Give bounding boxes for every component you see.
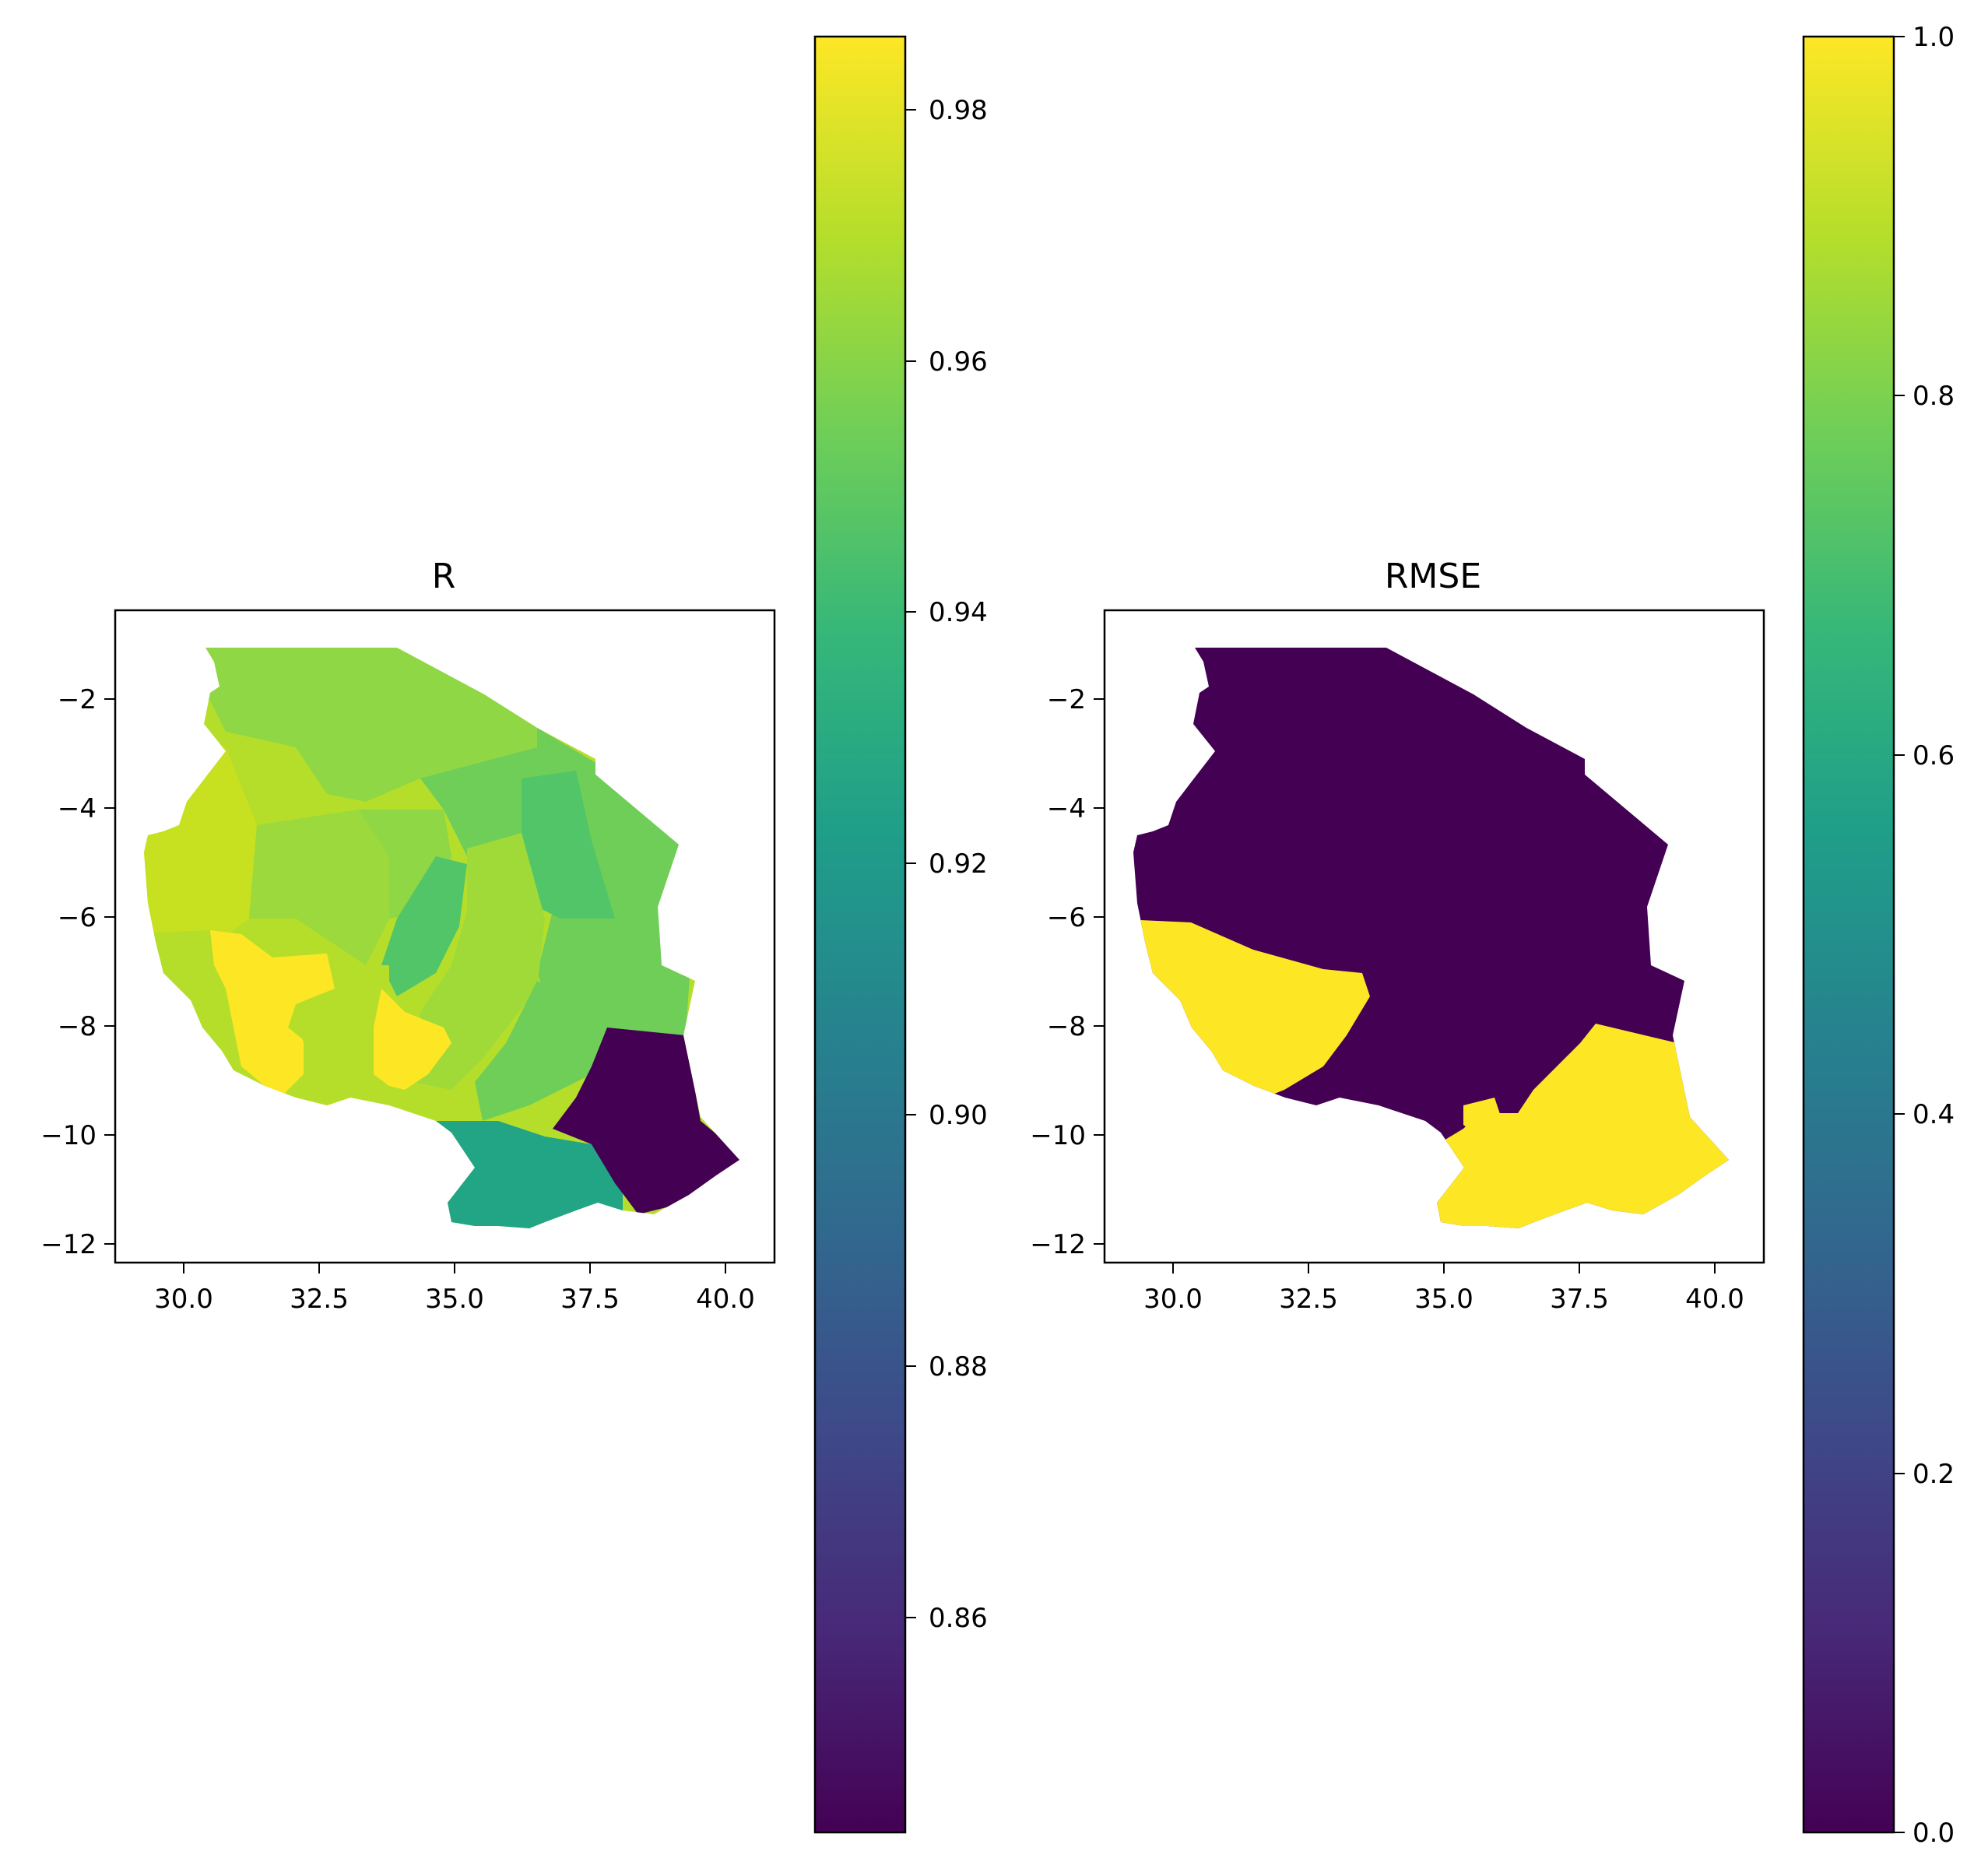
colorbar-tick-label: 0.4 — [1912, 1099, 1955, 1130]
colorbar-tick-label: 0.92 — [929, 848, 988, 880]
y-tick-label: −12 — [1030, 1229, 1086, 1260]
region-manyara — [522, 771, 615, 919]
y-tick-label: −8 — [1047, 1011, 1086, 1042]
colorbar-tick-label: 0.0 — [1912, 1818, 1955, 1849]
panel-rmse: RMSE 30.0 32.5 35.0 37.5 40.0 — [1030, 22, 1955, 1849]
region-morogoro — [413, 833, 545, 1090]
x-axis-rmse: 30.0 32.5 35.0 37.5 40.0 — [1143, 1263, 1744, 1315]
region-iringa — [374, 989, 451, 1090]
colorbar-tick-label: 0.88 — [929, 1351, 988, 1382]
region-arusha — [420, 747, 545, 856]
colorbar-tick-label: 0.90 — [929, 1100, 988, 1131]
axes-frame-r — [114, 609, 776, 1264]
x-tick-label: 40.0 — [1685, 1284, 1744, 1315]
y-tick-label: −10 — [1030, 1120, 1086, 1151]
region-map-r — [144, 648, 739, 1228]
colorbar-tick-label: 0.2 — [1912, 1459, 1955, 1490]
colorbar-tick-label: 1.0 — [1912, 22, 1955, 53]
colorbar-tick-label: 0.96 — [929, 346, 988, 378]
x-tick-label: 30.0 — [1143, 1284, 1203, 1315]
colorbar-tick-label: 0.94 — [929, 597, 988, 628]
y-tick-label: −12 — [40, 1229, 97, 1260]
x-axis-r: 30.0 32.5 35.0 37.5 40.0 — [154, 1263, 755, 1315]
x-tick-label: 32.5 — [290, 1284, 349, 1315]
y-tick-label: −8 — [58, 1011, 97, 1042]
colorbar-rmse: 1.0 0.8 0.6 0.4 0.2 0.0 — [1802, 22, 1955, 1849]
axes-frame-rmse — [1103, 609, 1765, 1264]
y-axis-r: −2 −4 −6 −8 −10 −12 — [40, 684, 115, 1260]
colorbar-r: 0.98 0.96 0.94 0.92 0.90 0.88 0.86 — [813, 35, 988, 1834]
colorbar-tick-label: 0.86 — [929, 1603, 988, 1634]
region-ruvuma — [436, 1121, 623, 1228]
region-mtwara-lindi — [553, 1028, 739, 1214]
y-tick-label: −6 — [1047, 902, 1086, 933]
x-tick-label: 37.5 — [1550, 1284, 1609, 1315]
region-pwani — [475, 981, 623, 1121]
x-tick-label: 30.0 — [154, 1284, 213, 1315]
region-south-inlet — [1463, 1098, 1502, 1136]
y-tick-label: −4 — [58, 793, 97, 824]
x-tick-label: 32.5 — [1279, 1284, 1338, 1315]
region-tabora — [249, 810, 389, 965]
x-tick-label: 40.0 — [696, 1284, 755, 1315]
y-tick-label: −10 — [40, 1120, 97, 1151]
region-map-rmse — [1133, 648, 1729, 1228]
y-axis-rmse: −2 −4 −6 −8 −10 −12 — [1030, 684, 1105, 1260]
colorbar-tick-label: 0.8 — [1912, 381, 1955, 412]
x-tick-label: 37.5 — [560, 1284, 620, 1315]
panel-r: R — [40, 35, 988, 1834]
x-tick-label: 35.0 — [425, 1284, 484, 1315]
y-tick-label: −6 — [58, 902, 97, 933]
colorbar-r-gradient — [813, 35, 907, 1834]
y-tick-label: −2 — [1047, 684, 1086, 715]
colorbar-tick-label: 0.98 — [929, 95, 988, 126]
panel-r-title: R — [432, 557, 456, 596]
region-dodoma — [381, 856, 467, 996]
panel-rmse-title: RMSE — [1385, 557, 1481, 596]
y-tick-label: −4 — [1047, 793, 1086, 824]
x-tick-label: 35.0 — [1414, 1284, 1473, 1315]
y-tick-label: −2 — [58, 684, 97, 715]
region-mbeya — [296, 965, 389, 1105]
region-south-east-high — [1424, 1024, 1729, 1228]
colorbar-tick-label: 0.6 — [1912, 740, 1955, 771]
colorbar-rmse-gradient — [1802, 35, 1895, 1834]
